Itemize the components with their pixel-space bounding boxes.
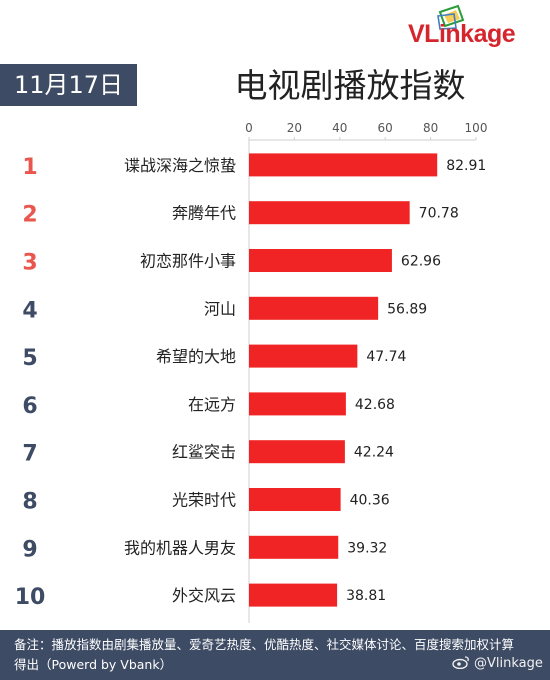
category-label: 希望的大地 bbox=[156, 347, 236, 366]
bar bbox=[249, 488, 341, 511]
bar bbox=[249, 535, 339, 559]
data-label: 38.81 bbox=[346, 588, 386, 604]
watermark-text: @Vlinkage bbox=[474, 656, 543, 671]
date-badge: 11月17日 bbox=[0, 64, 137, 106]
category-label: 奔腾年代 bbox=[172, 204, 236, 223]
rank-label: 1 bbox=[22, 155, 37, 180]
bar bbox=[249, 296, 379, 320]
data-label: 39.32 bbox=[347, 540, 387, 556]
rank-label: 5 bbox=[22, 346, 37, 371]
chart-title: 电视剧播放指数 bbox=[234, 66, 466, 105]
bar bbox=[249, 344, 358, 368]
brand-logo: VLinkage bbox=[408, 20, 516, 48]
rank-label: 3 bbox=[22, 251, 37, 276]
data-label: 42.24 bbox=[354, 445, 394, 461]
weibo-icon bbox=[452, 656, 469, 669]
bar bbox=[249, 153, 438, 177]
category-label: 外交风云 bbox=[172, 586, 236, 605]
category-label: 红鲨突击 bbox=[172, 443, 236, 462]
bar bbox=[249, 583, 338, 607]
rank-label: 2 bbox=[22, 203, 37, 228]
rank-label: 4 bbox=[22, 298, 37, 323]
category-label: 光荣时代 bbox=[172, 491, 236, 510]
weibo-watermark: @Vlinkage bbox=[452, 655, 543, 673]
data-label: 62.96 bbox=[401, 254, 441, 270]
data-label: 40.36 bbox=[350, 493, 390, 509]
logo-frame-icon bbox=[437, 4, 465, 30]
data-label: 47.74 bbox=[366, 349, 406, 365]
rank-label: 8 bbox=[22, 490, 37, 515]
x-tick-label: 20 bbox=[287, 121, 302, 135]
category-label: 河山 bbox=[204, 299, 236, 318]
rank-label: 6 bbox=[22, 394, 37, 419]
bar bbox=[249, 392, 346, 416]
data-label: 82.91 bbox=[446, 158, 486, 174]
footer-note-bar: 备注：播放指数由剧集播放量、爱奇艺热度、优酷热度、社交媒体讨论、百度搜索加权计算… bbox=[0, 630, 550, 680]
rank-label: 10 bbox=[15, 585, 46, 610]
category-label: 谍战深海之惊蛰 bbox=[124, 156, 236, 175]
bar-chart: 0 20 40 60 80 100 1 谍战深海之惊蛰 82.91 2 奔腾年代 70.78 3 初恋那件… bbox=[0, 110, 550, 630]
x-tick-label: 80 bbox=[423, 121, 438, 135]
bar-chart-svg: 0 20 40 60 80 100 1 谍战深海之惊蛰 82.91 2 奔腾年代 70.78 3 初恋那件… bbox=[15, 121, 488, 623]
category-label: 初恋那件小事 bbox=[140, 252, 236, 271]
data-label: 56.89 bbox=[387, 301, 427, 317]
x-tick-label: 0 bbox=[245, 121, 253, 135]
category-label: 在远方 bbox=[188, 395, 236, 414]
header-bar: VLinkage bbox=[0, 0, 550, 62]
x-tick-label: 40 bbox=[332, 121, 347, 135]
bar bbox=[249, 201, 410, 225]
bar bbox=[249, 440, 345, 464]
x-tick-label: 100 bbox=[465, 121, 488, 135]
x-tick-label: 60 bbox=[378, 121, 393, 135]
rank-label: 9 bbox=[22, 537, 37, 562]
data-label: 42.68 bbox=[355, 397, 395, 413]
rank-label: 7 bbox=[22, 442, 37, 467]
footer-note: 备注：播放指数由剧集播放量、爱奇艺热度、优酷热度、社交媒体讨论、百度搜索加权计算… bbox=[14, 637, 515, 672]
category-label: 我的机器人男友 bbox=[124, 538, 236, 557]
data-label: 70.78 bbox=[419, 206, 459, 222]
bar bbox=[249, 249, 392, 272]
